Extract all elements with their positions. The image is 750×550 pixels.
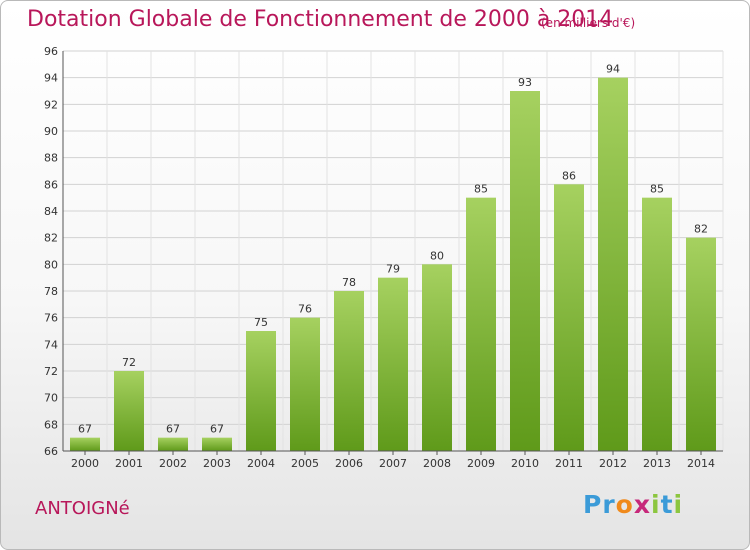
y-tick-label: 80 xyxy=(44,258,58,271)
bar xyxy=(686,237,716,451)
bar-value-label: 80 xyxy=(430,249,444,262)
bar-value-label: 72 xyxy=(122,356,136,369)
axes: 66 68 70 72 74 76 78 80 82 84 86 88 90 92 94 96 67 2000 72… xyxy=(44,45,723,470)
x-tick-label: 2006 xyxy=(335,457,363,470)
bar-value-label: 78 xyxy=(342,276,356,289)
y-tick-label: 78 xyxy=(44,285,58,298)
bar-value-label: 85 xyxy=(650,183,664,196)
y-tick-label: 74 xyxy=(44,338,58,351)
y-tick-label: 76 xyxy=(44,312,58,325)
bar xyxy=(246,331,276,451)
x-tick-label: 2013 xyxy=(643,457,671,470)
y-tick-label: 96 xyxy=(44,45,58,58)
bar-value-label: 67 xyxy=(166,423,180,436)
bar xyxy=(114,371,144,451)
logo-letter: t xyxy=(660,490,674,519)
chart-unit: (en milliers d'€) xyxy=(541,16,636,30)
bar xyxy=(70,437,100,451)
x-tick-label: 2002 xyxy=(159,457,187,470)
x-tick-label: 2011 xyxy=(555,457,583,470)
x-tick-label: 2001 xyxy=(115,457,143,470)
y-tick-label: 90 xyxy=(44,125,58,138)
bar xyxy=(158,437,188,451)
y-tick-label: 84 xyxy=(44,205,58,218)
bar xyxy=(290,317,320,451)
bar-value-label: 67 xyxy=(210,423,224,436)
logo-letter: o xyxy=(615,490,634,519)
bar-value-label: 67 xyxy=(78,423,92,436)
bar xyxy=(334,291,364,451)
logo-letter: x xyxy=(633,490,651,519)
y-tick-label: 94 xyxy=(44,72,58,85)
bar xyxy=(554,184,584,452)
y-tick-label: 68 xyxy=(44,418,58,431)
bar xyxy=(202,437,232,451)
bar xyxy=(466,197,496,451)
x-tick-label: 2012 xyxy=(599,457,627,470)
bar-value-label: 93 xyxy=(518,76,532,89)
bar-value-label: 82 xyxy=(694,223,708,236)
bar-value-label: 86 xyxy=(562,169,576,182)
x-tick-label: 2010 xyxy=(511,457,539,470)
bar xyxy=(510,91,540,451)
bar-value-label: 75 xyxy=(254,316,268,329)
y-tick-label: 92 xyxy=(44,98,58,111)
y-tick-label: 82 xyxy=(44,232,58,245)
y-tick-label: 88 xyxy=(44,152,58,165)
x-tick-label: 2003 xyxy=(203,457,231,470)
bar-value-label: 79 xyxy=(386,263,400,276)
x-tick-label: 2007 xyxy=(379,457,407,470)
logo-letter: P xyxy=(583,490,603,519)
commune-name: ANTOIGNé xyxy=(35,498,130,519)
y-tick-label: 66 xyxy=(44,445,58,458)
y-tick-label: 72 xyxy=(44,365,58,378)
bars xyxy=(70,77,716,452)
bar-value-label: 94 xyxy=(606,63,620,76)
bar xyxy=(642,197,672,451)
bar xyxy=(378,277,408,451)
x-tick-label: 2000 xyxy=(71,457,99,470)
chart-title: Dotation Globale de Fonctionnement de 20… xyxy=(27,7,614,32)
bar-value-label: 85 xyxy=(474,183,488,196)
x-tick-label: 2005 xyxy=(291,457,319,470)
bar-value-label: 76 xyxy=(298,303,312,316)
bar xyxy=(422,264,452,451)
bar xyxy=(598,77,628,452)
y-tick-label: 86 xyxy=(44,178,58,191)
x-tick-label: 2008 xyxy=(423,457,451,470)
y-tick-label: 70 xyxy=(44,392,58,405)
x-tick-label: 2004 xyxy=(247,457,275,470)
x-tick-label: 2009 xyxy=(467,457,495,470)
logo-letter: i xyxy=(651,490,661,519)
logo-letter: i xyxy=(673,490,684,519)
logo-letter: r xyxy=(602,490,616,519)
proxiti-logo[interactable]: Proxiti xyxy=(583,490,683,519)
x-tick-label: 2014 xyxy=(687,457,715,470)
